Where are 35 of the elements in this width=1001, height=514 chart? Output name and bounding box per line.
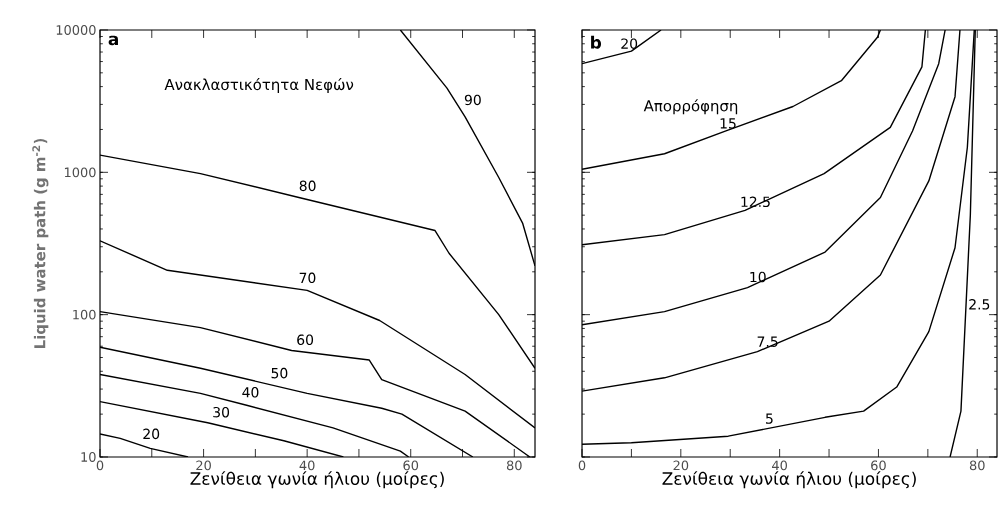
- series-label: 90: [464, 94, 481, 106]
- x-axis-title: Ζενίθεια γωνία ήλιου (μοίρες): [662, 471, 916, 489]
- text: Απορρόφηση: [643, 99, 738, 115]
- y-tick-label: 10: [81, 452, 96, 462]
- x-tick-label: 80: [969, 460, 985, 471]
- x-tick-label: 0: [578, 460, 586, 471]
- series-label: 70: [299, 272, 316, 284]
- chart-title: b: [591, 35, 602, 49]
- y-tick-label: 10000: [56, 25, 96, 35]
- series-label: 7.5: [757, 336, 778, 347]
- x-tick-label: 60: [871, 460, 886, 471]
- y-axis-title: Liquid water path (g m$^{-2}$): [32, 138, 49, 348]
- x-tick-label: 20: [196, 460, 211, 471]
- series-label: 30: [213, 406, 230, 418]
- series-label: 10: [750, 271, 766, 283]
- series-label: 50: [271, 367, 288, 379]
- y-tick-label: 1000: [64, 167, 96, 178]
- chart-title: a: [108, 35, 118, 46]
- x-tick-label: 40: [772, 460, 787, 471]
- series-label: 80: [299, 180, 316, 192]
- x-axis-title: Ζενίθεια γωνία ήλιου (μοίρες): [190, 471, 444, 489]
- series-label: 60: [297, 334, 314, 346]
- y-tick-label: 100: [73, 309, 96, 320]
- series-label: 5: [766, 413, 773, 424]
- x-tick-label: 0: [96, 460, 104, 471]
- x-tick-label: 60: [403, 460, 419, 471]
- text: Ανακλαστικότητα Νεφών: [164, 77, 354, 94]
- series-label: 20: [143, 428, 160, 440]
- x-tick-label: 80: [506, 460, 522, 471]
- x-tick-label: 20: [673, 460, 689, 471]
- series-label: 2.5: [969, 299, 990, 310]
- series-label: 15: [720, 118, 736, 129]
- x-tick-label: 40: [299, 460, 315, 471]
- legend-label: 20: [621, 38, 638, 49]
- series-label: 40: [242, 387, 259, 398]
